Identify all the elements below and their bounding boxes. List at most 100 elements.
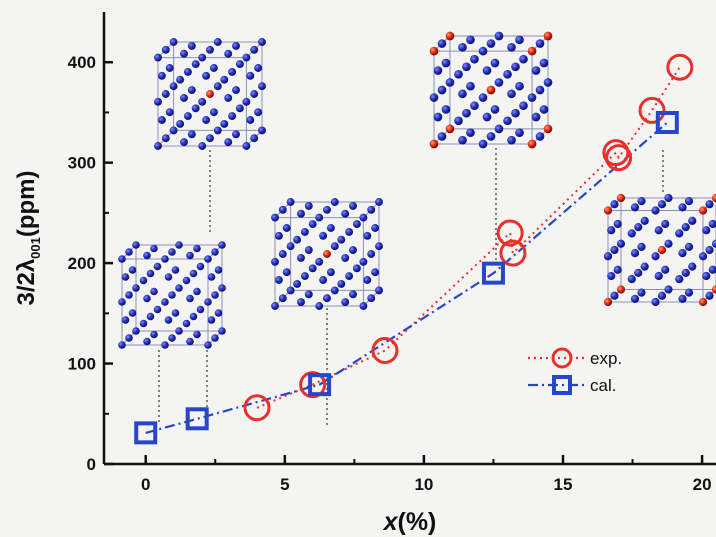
inset-atom: [293, 279, 302, 288]
inset-atom: [154, 53, 162, 62]
inset-atom: [466, 35, 475, 45]
inset-atom: [182, 276, 191, 285]
inset-atom: [539, 58, 549, 68]
inset-atom: [345, 272, 354, 281]
inset-atom: [429, 139, 439, 149]
x-axis-title: x(%): [382, 508, 437, 536]
inset-atom: [250, 90, 259, 98]
exp-point: [243, 394, 271, 422]
inset-atom: [189, 312, 198, 321]
inset-atom: [486, 85, 496, 95]
inset-atom: [187, 86, 196, 95]
legend-cal-label: cal.: [590, 376, 616, 395]
inset-atom: [211, 334, 219, 342]
inset-atom: [193, 287, 201, 296]
inset-atom: [708, 265, 716, 274]
inset-atom: [308, 220, 317, 229]
inset-atom: [164, 316, 173, 324]
inset-atom: [258, 38, 266, 46]
inset-atom: [494, 31, 504, 41]
inset-atom: [235, 104, 244, 113]
inset-atom: [153, 262, 162, 271]
inset-atom: [359, 302, 368, 310]
inset-atom: [213, 82, 222, 91]
inset-atom: [202, 71, 211, 80]
legend-exp-label: exp.: [590, 349, 622, 368]
inset-atom: [349, 246, 357, 255]
inset-atom: [171, 309, 180, 317]
inset-atom: [118, 341, 126, 349]
inset-atom: [630, 203, 640, 212]
inset-atom: [367, 250, 376, 258]
inset-atom: [161, 341, 169, 349]
inset-atom: [139, 276, 148, 285]
inset-atom: [204, 255, 212, 263]
inset-atom: [330, 286, 339, 295]
y-tick-label: 400: [68, 53, 96, 72]
y-axis-unit: (ppm): [13, 170, 40, 237]
inset-atom: [543, 124, 553, 134]
inset-atom: [367, 294, 376, 303]
inset-atom: [535, 132, 545, 141]
inset-atom: [224, 49, 233, 58]
inset-atom: [207, 273, 216, 281]
inset-atom: [150, 330, 158, 339]
exp-point: [499, 239, 527, 267]
inset-atom: [363, 231, 372, 240]
inset-atom: [657, 200, 667, 209]
inset-atom: [511, 62, 520, 72]
inset-atom: [220, 75, 229, 84]
inset-atom: [254, 64, 263, 72]
inset-atom: [711, 193, 716, 203]
inset-atom: [539, 105, 549, 114]
cal-point: [481, 261, 505, 285]
exp-point: [666, 53, 694, 81]
inset-atom: [209, 64, 218, 72]
inset-atom: [610, 245, 619, 255]
inset-atom: [375, 286, 383, 295]
inset-atom: [527, 93, 537, 102]
inset-atom: [478, 46, 488, 56]
inset-atom: [274, 276, 283, 284]
inset-atom: [186, 294, 194, 303]
inset-atom: [429, 93, 439, 102]
legend-exp-marker: [551, 347, 573, 369]
crystal-structure-inset: [429, 31, 553, 149]
inset-atom: [125, 334, 133, 342]
inset-atom: [441, 105, 451, 114]
inset-atom: [171, 266, 180, 274]
inset-atom: [458, 135, 467, 145]
inset-atom: [161, 298, 169, 306]
inset-atom: [454, 116, 463, 126]
inset-atom: [193, 330, 201, 339]
inset-atom: [300, 227, 309, 236]
inset-atom: [132, 241, 140, 249]
inset-atom: [228, 112, 237, 121]
inset-atom: [454, 70, 463, 79]
cal-point: [134, 421, 158, 445]
inset-atom: [664, 239, 673, 248]
inset-atom: [161, 45, 170, 54]
inset-atom: [282, 268, 291, 277]
inset-atom: [202, 116, 211, 124]
inset-atom: [198, 97, 207, 106]
inset-atom: [482, 66, 492, 75]
inset-atom: [308, 264, 317, 273]
inset-atom: [175, 241, 183, 249]
inset-atom: [630, 249, 640, 258]
inset-atom: [634, 223, 643, 232]
inset-atom: [470, 54, 479, 64]
inset-atom: [242, 97, 251, 106]
inset-atom: [705, 200, 714, 209]
inset-atom: [297, 209, 305, 218]
inset-atom: [610, 291, 619, 300]
y-axis-main: 3/2λ: [13, 259, 40, 306]
inset-atom: [323, 205, 331, 214]
inset-atom: [161, 134, 170, 143]
inset-atom: [330, 198, 339, 206]
inset-atom: [187, 130, 196, 139]
x-ticks: 0 5 10 15 20: [141, 455, 712, 494]
inset-atom: [211, 291, 219, 299]
inset-atom: [359, 213, 368, 222]
inset-atom: [684, 288, 694, 297]
